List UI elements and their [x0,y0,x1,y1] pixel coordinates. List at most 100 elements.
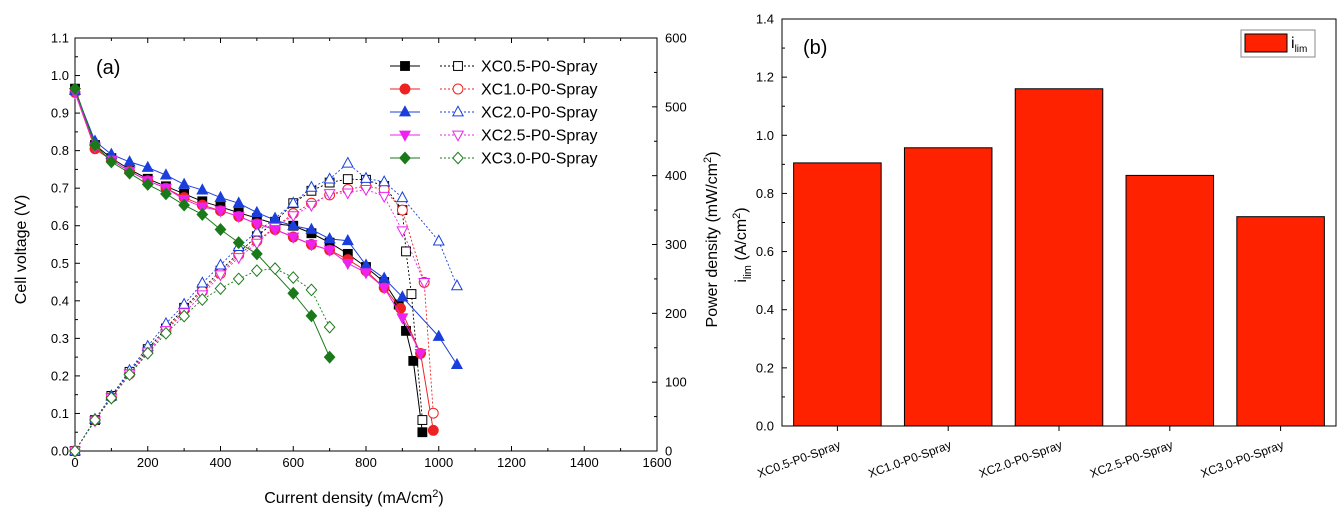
legend-marker-open [451,130,465,142]
bar-XC1.0-P0-Spray [903,147,993,427]
y-tick-label-a: 0.1 [51,406,69,421]
voltage-point [432,329,445,341]
legend-marker-filled [398,130,412,142]
x-tick-label-a: 1400 [570,455,599,470]
power-point [341,156,354,168]
power-point [287,196,300,208]
y-tick-label-a: 0.0 [51,444,69,459]
y-tick-label-a: 1.0 [51,68,69,83]
power-point [323,320,336,334]
voltage-point [178,177,191,189]
y-tick-label-a: 0.8 [51,143,69,158]
power-point [141,346,154,360]
voltage-point [141,160,154,172]
x-tick-label-a: 600 [282,455,304,470]
power-point [401,246,411,257]
power-point [342,174,353,185]
power-point [359,171,373,183]
x-tick-label-a: 1600 [643,455,672,470]
legend-marker-open [452,83,464,95]
voltage-point [396,290,409,302]
bar-XC3.0-P0-Spray [1236,216,1325,427]
legend-marker-filled [398,105,412,117]
power-point [378,191,391,204]
power-point [214,258,227,270]
power-point [269,262,281,276]
power-point [160,326,172,340]
voltage-point [427,424,439,436]
voltage-point [414,348,427,361]
voltage-point [69,82,81,96]
power-point [287,211,300,223]
voltage-point [341,258,354,271]
power-point [406,289,417,299]
power-line-XC0.5-P0-Spray [74,178,423,452]
legend-marker-filled [400,61,410,71]
y-tick-label-b: 1.4 [756,12,774,27]
y-tick-label-b: 1.0 [756,128,774,143]
y-tick-label-b: 0.4 [756,302,774,317]
voltage-point [178,198,191,212]
y-right-tick-label-a: 100 [665,375,687,390]
y-tick-label-b: 0.2 [756,360,774,375]
y-right-tick-label-a: 300 [665,237,687,252]
power-point [214,282,227,296]
power-point [323,172,336,184]
x-tick-label-b: XC2.0-P0-Spray [977,438,1064,481]
voltage-point [250,205,263,217]
legend-marker-filled [399,83,411,95]
power-point [123,368,136,382]
legend-marker-open [453,61,463,71]
y-tick-label-a: 0.2 [51,368,69,383]
series-XC2.5-P0-Spray [68,88,431,458]
power-point [418,277,431,290]
bar-XC2.0-P0-Spray [1014,88,1104,427]
x-tick-label-a: 200 [137,455,159,470]
legend-label-b: ilim [1291,35,1307,55]
voltage-point [214,223,227,236]
x-tick-label-a: 1200 [497,455,526,470]
power-point [305,180,318,192]
power-line-XC2.5-P0-Spray [74,188,425,452]
legend-swatch-b [1244,33,1288,53]
legend-entry-XC2.5-P0-Spray: XC2.5-P0-Spray [390,128,598,145]
power-point [450,279,463,291]
voltage-point [396,313,409,325]
voltage-point [323,350,336,364]
y-tick-label-a: 0.6 [51,218,69,233]
legend-label: XC0.5-P0-Spray [481,59,598,76]
voltage-point [269,225,282,237]
legend-entry-XC2.0-P0-Spray: XC2.0-P0-Spray [390,105,598,122]
x-tick-label-a: 800 [355,455,377,470]
voltage-point [323,245,336,257]
legend-b: ilim [1240,29,1316,58]
y-axis-right-label-a: Power density (mW/cm2) [702,152,721,328]
y-tick-label-a: 0.5 [51,256,69,271]
y-right-tick-label-a: 400 [665,168,687,183]
power-point [159,316,172,329]
power-point [250,264,263,278]
x-tick-label-b: XC0.5-P0-Spray [756,438,843,481]
legend-entry-XC0.5-P0-Spray: XC0.5-P0-Spray [390,59,598,76]
voltage-point [359,268,373,280]
voltage-point [214,190,227,202]
y-tick-label-b: 0.8 [756,186,774,201]
power-point [250,238,263,250]
voltage-point [287,218,300,231]
voltage-point [89,138,101,152]
voltage-point [417,427,428,438]
legend-label: XC2.5-P0-Spray [481,128,598,145]
voltage-line-XC0.5-P0-Spray [74,88,423,433]
x-axis-label-a: Current density (mA/cm2) [264,488,444,507]
panel-label-a: (a) [96,57,120,79]
voltage-point [287,286,300,300]
x-tick-label-b: XC3.0-P0-Spray [1199,438,1286,481]
bar-XC0.5-P0-Spray [793,162,882,427]
voltage-point [196,208,209,221]
power-point [396,190,409,203]
power-point [105,391,118,405]
power-point [196,293,209,307]
power-point [427,407,439,419]
y-tick-label-a: 0.7 [51,181,69,196]
power-point [378,175,391,187]
